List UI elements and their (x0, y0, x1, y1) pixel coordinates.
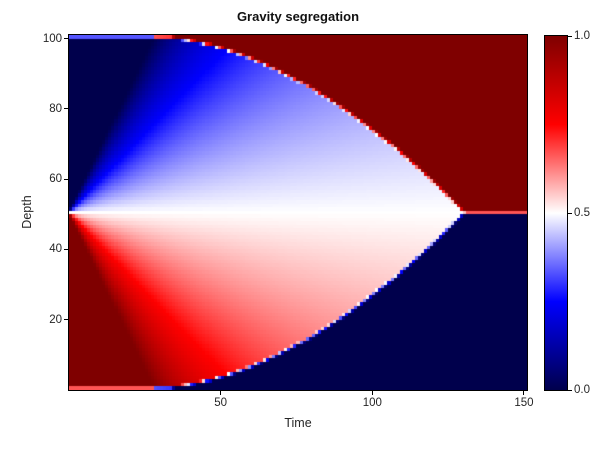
colorbar (545, 36, 567, 390)
x-tick-mark (220, 391, 222, 395)
y-tick-mark (64, 178, 68, 180)
colorbar-tick-label: 0.5 (574, 207, 590, 219)
y-tick-label: 100 (42, 32, 62, 45)
y-tick-mark (64, 248, 68, 250)
y-tick-mark (64, 38, 68, 39)
y-tick-label: 40 (49, 243, 62, 256)
y-tick-label: 20 (49, 313, 62, 326)
y-axis-label: Depth (20, 195, 34, 229)
heatmap-canvas (69, 35, 527, 390)
x-axis-label: Time (284, 416, 312, 430)
colorbar-tick-label: 1.0 (574, 30, 590, 42)
chart-title: Gravity segregation (236, 9, 360, 24)
y-tick-label: 80 (49, 102, 62, 115)
colorbar-tick-mark (567, 35, 572, 37)
y-tick-mark (64, 319, 68, 321)
x-tick-mark (523, 391, 525, 395)
colorbar-tick-mark (567, 389, 572, 391)
x-tick-label: 100 (362, 397, 382, 409)
x-tick-mark (371, 391, 373, 395)
y-tick-label: 60 (49, 173, 62, 186)
x-tick-label: 150 (514, 397, 534, 409)
colorbar-tick-mark (567, 212, 572, 214)
y-tick-mark (64, 108, 68, 110)
x-tick-label: 50 (214, 397, 228, 409)
colorbar-tick-label: 0.0 (574, 384, 590, 396)
